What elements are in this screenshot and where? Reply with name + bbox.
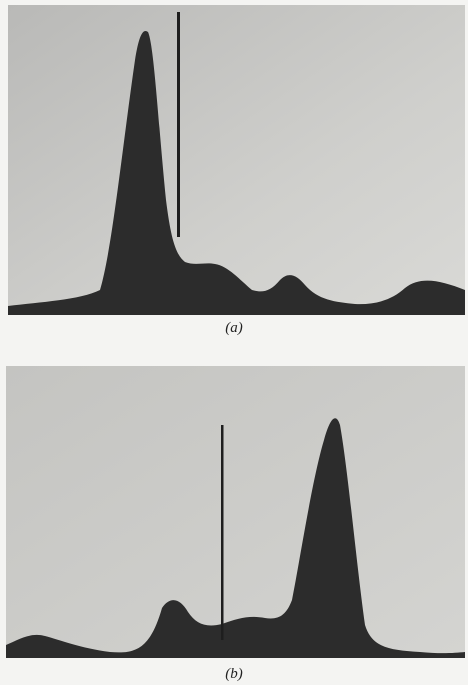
trace-background — [8, 5, 465, 315]
trace-background — [6, 366, 465, 658]
marker-line — [221, 425, 224, 640]
panel-a: (a) — [8, 5, 465, 336]
caption: (b) — [225, 666, 243, 682]
caption: (a) — [225, 320, 243, 336]
marker-line — [177, 12, 180, 237]
trace-b — [6, 418, 465, 658]
trace-a — [8, 30, 465, 316]
panel-b: (b) — [6, 366, 465, 682]
